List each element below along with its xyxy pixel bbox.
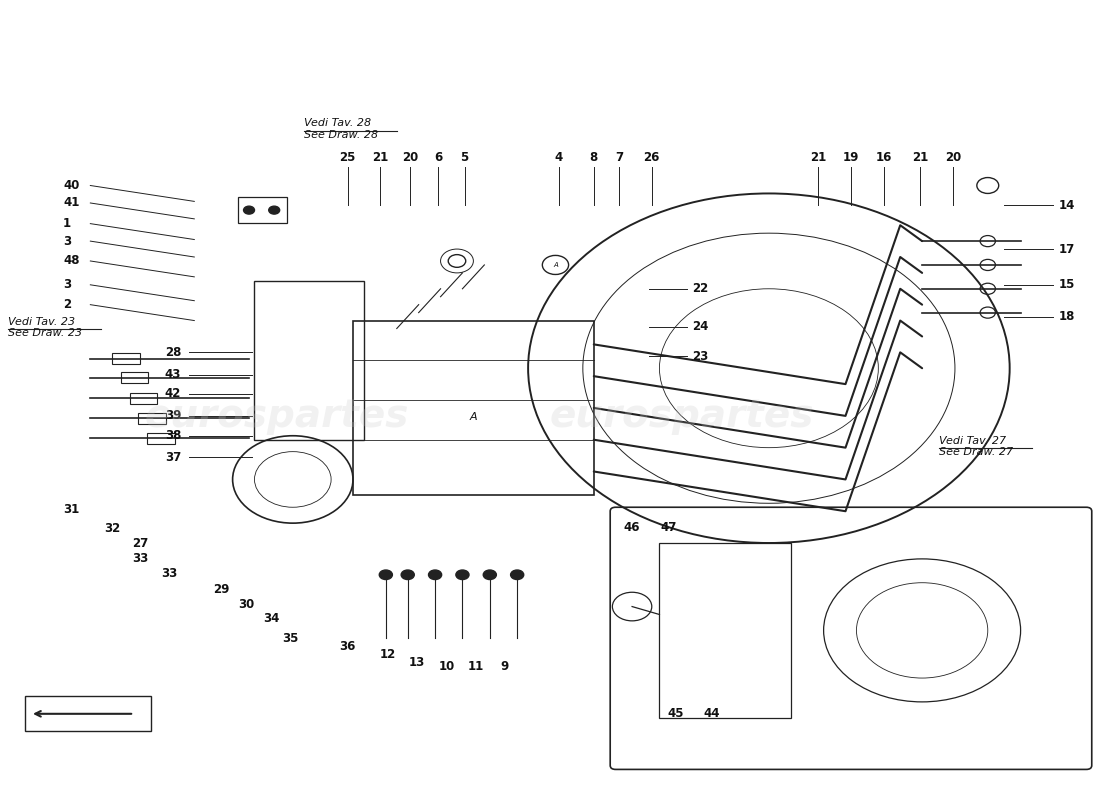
Text: 20: 20 [945, 151, 961, 164]
Text: eurospartes: eurospartes [144, 397, 408, 435]
Text: A: A [553, 262, 558, 268]
Text: Vedi Tav. 27
See Draw. 27: Vedi Tav. 27 See Draw. 27 [938, 436, 1013, 458]
Text: 21: 21 [810, 151, 826, 164]
Text: 34: 34 [263, 612, 279, 625]
Text: 47: 47 [660, 521, 676, 534]
Text: Vedi Tav. 23
See Draw. 23: Vedi Tav. 23 See Draw. 23 [9, 317, 82, 338]
Text: 15: 15 [1059, 278, 1076, 291]
Text: 26: 26 [644, 151, 660, 164]
Circle shape [483, 570, 496, 579]
Circle shape [268, 206, 279, 214]
Text: 6: 6 [434, 151, 442, 164]
Text: 7: 7 [615, 151, 623, 164]
Circle shape [402, 570, 415, 579]
Text: A: A [470, 412, 477, 422]
Text: 27: 27 [132, 537, 148, 550]
Bar [130, 393, 157, 404]
Text: 9: 9 [499, 660, 508, 673]
Bar [353, 321, 594, 495]
Text: 31: 31 [63, 503, 79, 516]
Text: 19: 19 [843, 151, 859, 164]
Text: 24: 24 [692, 321, 708, 334]
Text: 28: 28 [165, 346, 182, 359]
Text: 13: 13 [408, 656, 425, 669]
Text: 36: 36 [339, 640, 355, 653]
Circle shape [510, 570, 524, 579]
Text: 14: 14 [1059, 199, 1076, 212]
Bar [147, 433, 175, 444]
Text: 23: 23 [692, 350, 708, 363]
Text: 18: 18 [1059, 310, 1076, 323]
Text: eurospartes: eurospartes [549, 397, 814, 435]
Circle shape [429, 570, 441, 579]
Text: 45: 45 [668, 707, 684, 720]
Text: 5: 5 [461, 151, 469, 164]
Text: 30: 30 [238, 598, 254, 611]
Text: 46: 46 [624, 521, 640, 534]
Text: 20: 20 [402, 151, 418, 164]
Text: 17: 17 [1059, 242, 1075, 255]
Circle shape [379, 570, 393, 579]
Text: 4: 4 [554, 151, 563, 164]
Bar [238, 198, 287, 223]
Text: 29: 29 [213, 582, 229, 595]
Text: 33: 33 [132, 552, 148, 566]
Text: 3: 3 [63, 234, 72, 248]
Text: 32: 32 [104, 522, 121, 535]
Text: 12: 12 [379, 648, 396, 661]
Text: 25: 25 [339, 151, 355, 164]
Text: 16: 16 [876, 151, 892, 164]
Text: 38: 38 [165, 430, 182, 442]
Text: 35: 35 [282, 632, 298, 645]
Text: 42: 42 [165, 387, 182, 400]
Bar [121, 372, 148, 383]
Text: 48: 48 [63, 254, 79, 267]
Text: 40: 40 [63, 179, 79, 192]
Bar [24, 696, 151, 731]
Text: 8: 8 [590, 151, 598, 164]
Text: 2: 2 [63, 298, 72, 311]
Text: 22: 22 [692, 282, 708, 295]
Bar [139, 413, 166, 424]
Text: 1: 1 [63, 217, 72, 230]
Text: 39: 39 [165, 410, 182, 422]
Text: 33: 33 [162, 566, 178, 580]
Text: 10: 10 [439, 660, 455, 673]
Bar [112, 353, 140, 364]
Text: 11: 11 [468, 660, 484, 673]
Text: 41: 41 [63, 197, 79, 210]
Text: 21: 21 [372, 151, 388, 164]
Text: 44: 44 [704, 707, 720, 720]
Text: 21: 21 [912, 151, 928, 164]
Text: 3: 3 [63, 278, 72, 291]
Circle shape [243, 206, 254, 214]
Circle shape [455, 570, 469, 579]
Bar [659, 543, 791, 718]
Text: 43: 43 [165, 368, 182, 381]
Text: Vedi Tav. 28
See Draw. 28: Vedi Tav. 28 See Draw. 28 [304, 118, 378, 139]
Text: 37: 37 [165, 450, 182, 464]
